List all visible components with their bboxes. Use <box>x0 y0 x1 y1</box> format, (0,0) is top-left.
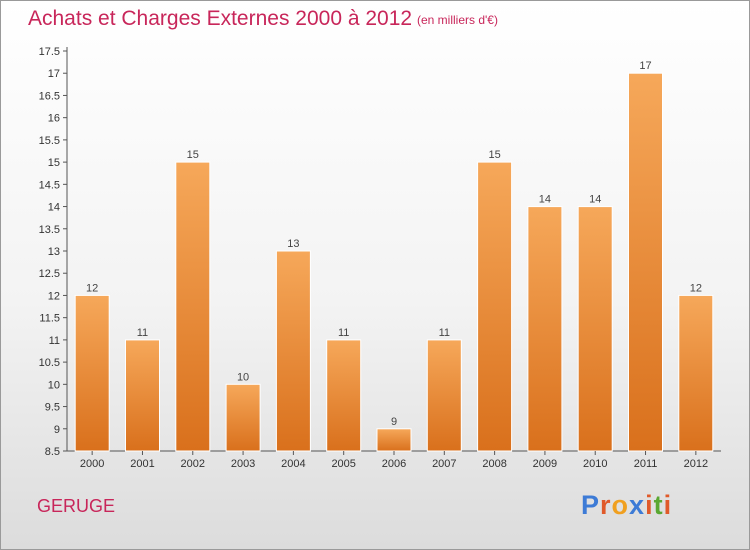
value-label-2003: 10 <box>237 371 249 383</box>
bar-2006 <box>376 428 412 452</box>
x-tick-label-2003: 2003 <box>231 458 255 470</box>
x-tick-label-2004: 2004 <box>281 458 305 470</box>
x-tick-label-2006: 2006 <box>382 458 406 470</box>
value-label-2006: 9 <box>391 416 397 428</box>
y-tick-label: 11.5 <box>39 313 60 325</box>
bar-2004 <box>275 250 311 452</box>
logo-letter-p: P <box>581 490 601 520</box>
x-tick-label-2012: 2012 <box>684 458 708 470</box>
bar-2010 <box>577 206 613 452</box>
value-label-2000: 12 <box>86 282 98 294</box>
y-tick-label: 12.5 <box>39 268 60 280</box>
x-tick-label-2009: 2009 <box>533 458 557 470</box>
x-tick-label-2000: 2000 <box>80 458 104 470</box>
y-tick-label: 16 <box>48 113 60 125</box>
value-label-2009: 14 <box>539 194 551 206</box>
bar-2000 <box>74 294 110 452</box>
y-tick-label: 9.5 <box>45 402 60 414</box>
x-tick-label-2005: 2005 <box>331 458 355 470</box>
y-tick-label: 17 <box>48 68 60 80</box>
bar-2003 <box>225 383 261 452</box>
value-label-2001: 11 <box>137 327 148 339</box>
chart-title: Achats et Charges Externes 2000 à 2012 <box>28 7 413 30</box>
bar-2005 <box>326 339 362 452</box>
bar-2001 <box>125 339 160 452</box>
logo-letter-x: x <box>629 490 646 520</box>
value-label-2011: 17 <box>639 60 651 72</box>
x-tick-label-2011: 2011 <box>634 458 658 470</box>
y-tick-label: 12 <box>48 290 60 302</box>
y-tick-label: 15.5 <box>39 135 60 147</box>
value-label-2005: 11 <box>338 327 349 339</box>
proxiti-logo: Proxiti <box>581 490 672 521</box>
logo-letter-o: o <box>611 490 630 520</box>
y-tick-label: 13 <box>48 246 60 258</box>
bar-2009 <box>527 206 563 452</box>
logo-letter-r: r <box>600 490 612 520</box>
y-tick-label: 17.5 <box>39 46 60 58</box>
y-tick-label: 8.5 <box>45 446 60 458</box>
y-tick-label: 11 <box>49 335 60 347</box>
x-tick-label-2002: 2002 <box>181 458 205 470</box>
logo-letter-i2: i <box>663 490 673 520</box>
y-tick-label: 16.5 <box>39 90 60 102</box>
logo-letter-i1: i <box>645 490 654 520</box>
y-tick-label: 15 <box>48 157 60 169</box>
value-label-2007: 11 <box>439 327 450 339</box>
logo-letter-t: t <box>653 490 664 520</box>
bar-2012 <box>678 294 714 452</box>
y-tick-label: 14 <box>48 202 60 214</box>
y-tick-label: 14.5 <box>39 179 60 191</box>
y-tick-label: 9 <box>54 424 60 436</box>
value-label-2010: 14 <box>589 194 601 206</box>
x-tick-label-2008: 2008 <box>482 458 506 470</box>
bar-2007 <box>426 339 462 452</box>
value-label-2004: 13 <box>287 238 299 250</box>
y-tick-label: 13.5 <box>39 224 60 236</box>
bar-2008 <box>477 161 513 452</box>
y-tick-label: 10 <box>48 379 60 391</box>
bar-2011 <box>628 72 663 452</box>
value-label-2008: 15 <box>488 149 500 161</box>
x-tick-label-2001: 2001 <box>130 458 154 470</box>
bar-2002 <box>175 161 211 452</box>
commune-name: GERUGE <box>37 496 116 516</box>
x-tick-label-2010: 2010 <box>583 458 607 470</box>
y-tick-label: 10.5 <box>39 357 60 369</box>
value-label-2012: 12 <box>690 282 702 294</box>
chart-unit: (en milliers d'€) <box>417 13 498 27</box>
x-tick-label-2007: 2007 <box>432 458 456 470</box>
value-label-2002: 15 <box>187 149 199 161</box>
